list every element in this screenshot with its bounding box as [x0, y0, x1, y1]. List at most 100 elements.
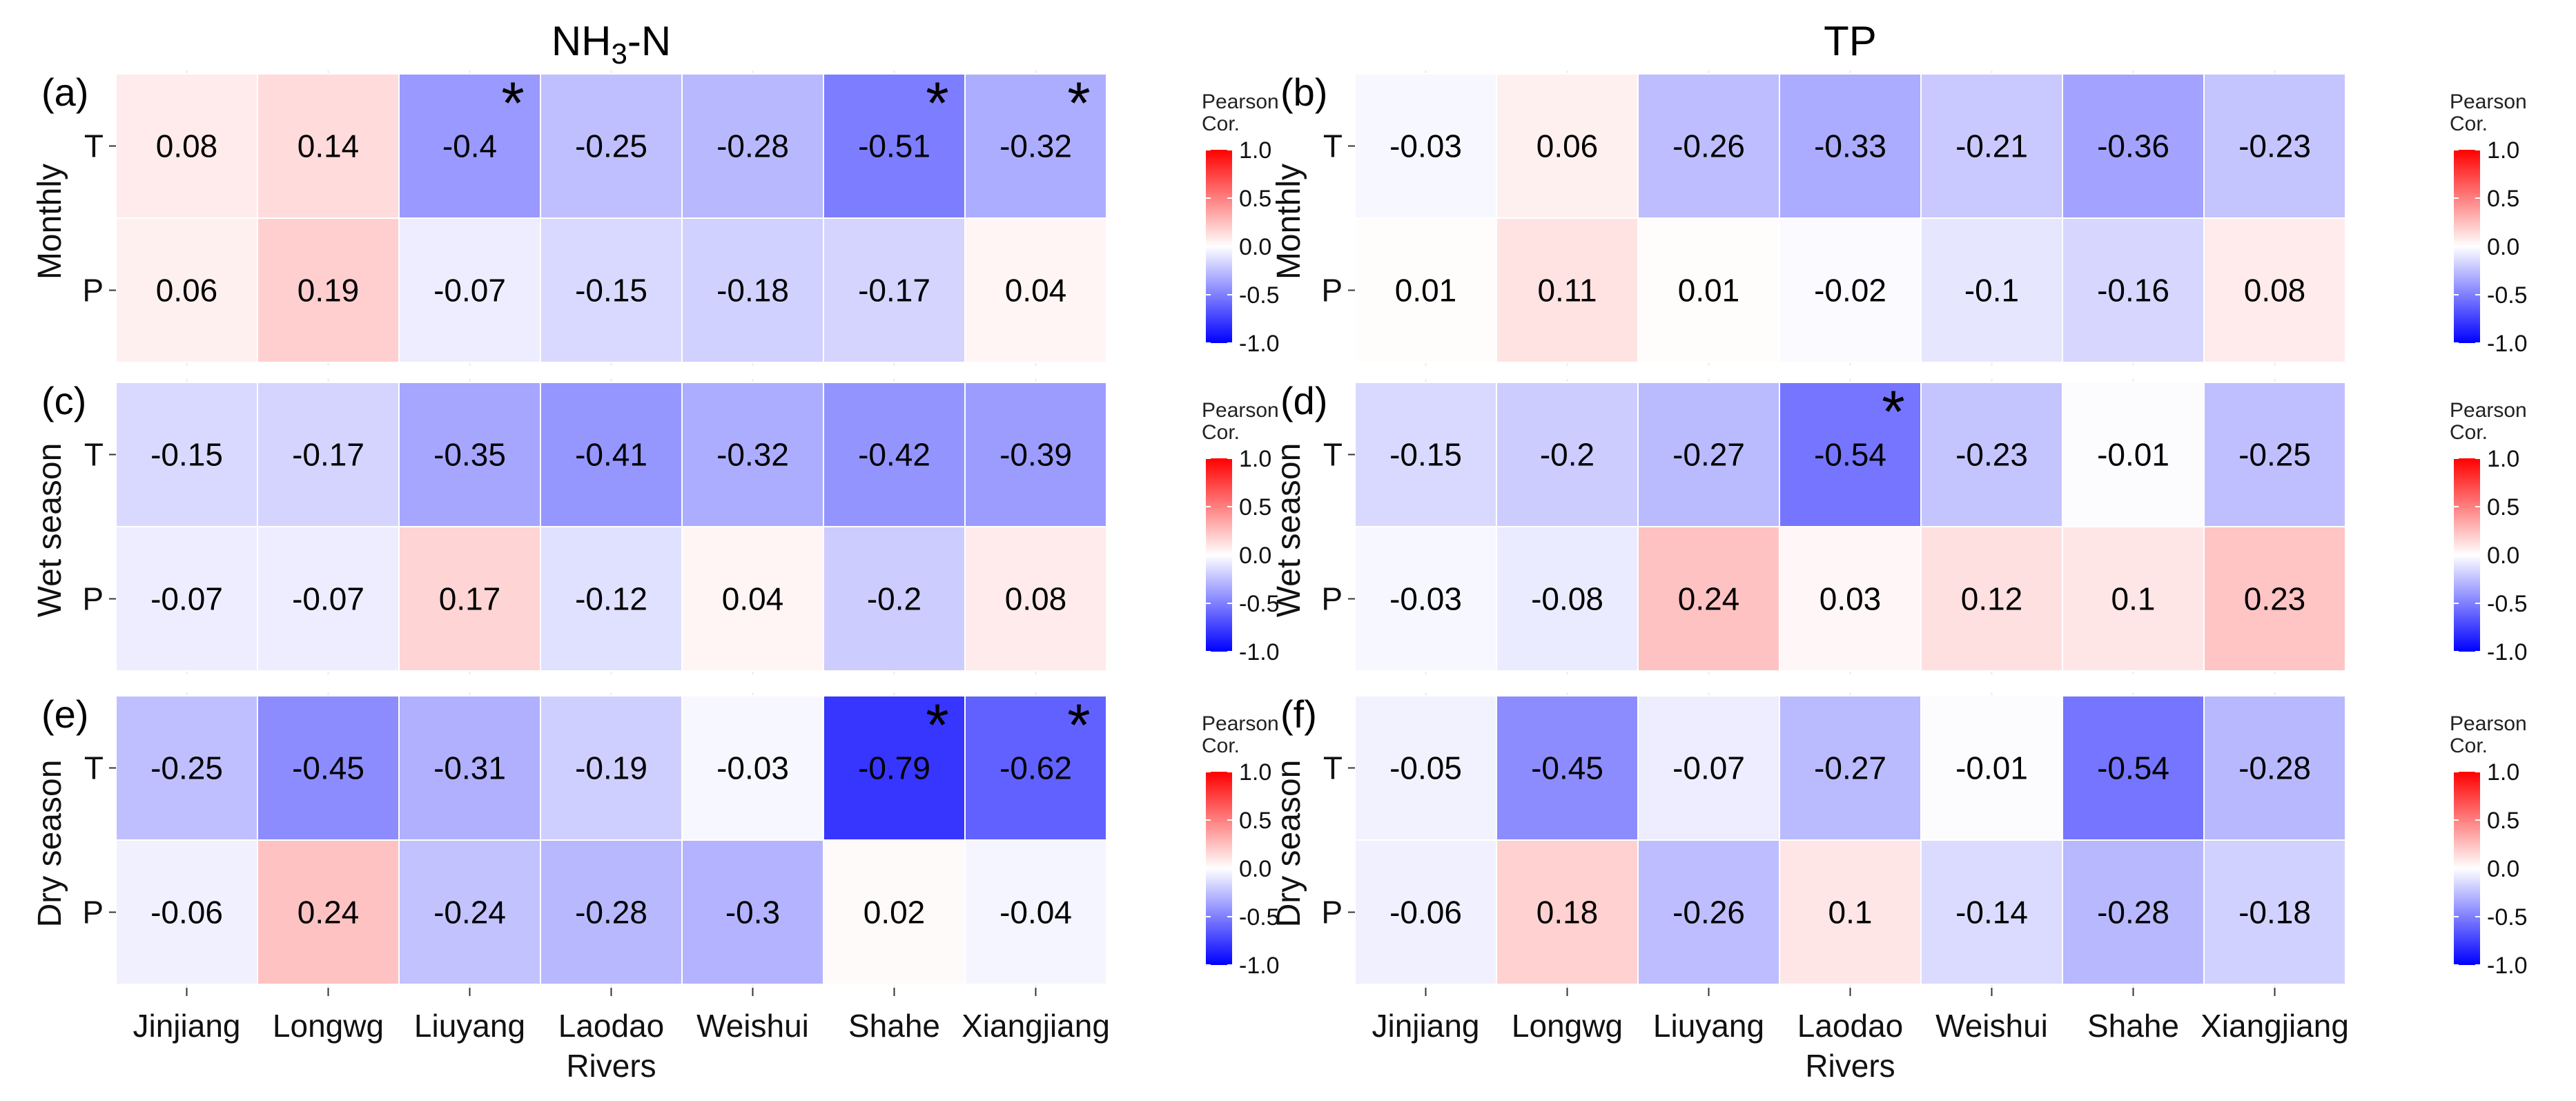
cell-value-label: 0.23 [2244, 581, 2306, 617]
row-tick-label: P [82, 273, 104, 309]
legend-title: Pearson [1202, 399, 1279, 422]
cell-value-label: -0.28 [575, 895, 647, 931]
legend-tick-label: 1.0 [1239, 137, 1271, 164]
legend-tick-label: -1.0 [2487, 953, 2528, 979]
heatmap-cell [1637, 526, 1780, 672]
row-tick-label: T [84, 437, 104, 473]
heatmap-cell [1496, 382, 1639, 527]
heatmap-cell [540, 382, 683, 527]
period-axis-label: Monthly [32, 164, 68, 280]
legend-tick-label: 0.5 [1239, 186, 1271, 212]
heatmap-cell [964, 382, 1107, 527]
x-tick-label: Jinjiang [133, 1008, 241, 1044]
heatmap-cell [823, 526, 966, 672]
legend-tick-label: -0.5 [2487, 904, 2528, 931]
legend-tick-label: 1.0 [1239, 446, 1271, 472]
cell-value-label: -0.1 [1964, 273, 2019, 309]
cell-value-label: -0.19 [575, 750, 647, 786]
cell-value-label: -0.02 [1814, 273, 1886, 309]
panel-letter: (c) [41, 379, 86, 422]
cell-value-label: -0.27 [1814, 750, 1886, 786]
heatmap-cell [1354, 73, 1497, 219]
cell-value-label: -0.54 [1814, 437, 1886, 473]
cell-value-label: -0.04 [999, 895, 1072, 931]
cell-value-label: 0.17 [439, 581, 501, 617]
cell-value-label: -0.08 [1531, 581, 1603, 617]
legend-tick-label: 0.5 [1239, 494, 1271, 520]
cell-value-label: 0.14 [297, 128, 360, 164]
legend-title: Pearson [2450, 712, 2527, 735]
heatmap-cell [1496, 839, 1639, 985]
cell-value-label: -0.25 [2238, 437, 2311, 473]
heatmap-cell [257, 839, 400, 985]
heatmap-cell [681, 695, 824, 841]
heatmap-cell [2062, 695, 2205, 841]
cell-value-label: -0.51 [858, 128, 930, 164]
cell-value-label: -0.54 [2097, 750, 2169, 786]
cell-value-label: 0.11 [1537, 273, 1597, 309]
heatmap-cell [964, 695, 1107, 841]
heatmap-cell [2062, 839, 2205, 985]
heatmap-cell [2203, 695, 2346, 841]
legend-title: Cor. [2450, 421, 2488, 444]
cell-value-label: -0.12 [575, 581, 647, 617]
legend-tick-label: -0.5 [2487, 591, 2528, 617]
heatmap-cell [1637, 217, 1780, 363]
cell-value-label: -0.79 [858, 750, 930, 786]
period-axis-label: Dry season [32, 760, 68, 928]
cell-value-label: -0.03 [1389, 128, 1462, 164]
legend-title: Cor. [2450, 113, 2488, 135]
heatmap-cell [1779, 526, 1922, 672]
significance-star: * [926, 692, 948, 759]
heatmap-cell [540, 839, 683, 985]
heatmap-cell [964, 839, 1107, 985]
heatmap-cell [2062, 526, 2205, 672]
cell-value-label: -0.15 [1389, 437, 1462, 473]
cell-value-label: -0.17 [292, 437, 364, 473]
legend-tick-label: 0.5 [2487, 494, 2519, 520]
heatmap-cell [2062, 73, 2205, 219]
cell-value-label: -0.2 [1540, 437, 1594, 473]
cell-value-label: -0.23 [1955, 437, 2028, 473]
legend-title: Pearson [1202, 90, 1279, 113]
heatmap-cell [398, 526, 541, 672]
cell-value-label: -0.35 [433, 437, 506, 473]
significance-star: * [1882, 379, 1904, 445]
legend-tick-label: 0.5 [2487, 186, 2519, 212]
cell-value-label: -0.28 [716, 128, 789, 164]
cell-value-label: -0.16 [2097, 273, 2169, 309]
cell-value-label: -0.07 [1672, 750, 1745, 786]
heatmap-cell [1354, 217, 1497, 363]
row-tick-label: P [1321, 273, 1343, 309]
heatmap-cell [1496, 73, 1639, 219]
legend-tick-label: 0.5 [1239, 808, 1271, 834]
heatmap-cell [2203, 526, 2346, 672]
heatmap-cell [398, 217, 541, 363]
x-tick-label: Xiangjiang [962, 1008, 1110, 1044]
cell-value-label: -0.01 [1955, 750, 2028, 786]
row-tick-label: T [1323, 750, 1343, 786]
heatmap-cell [964, 526, 1107, 672]
cell-value-label: -0.28 [2097, 895, 2169, 931]
heatmap-cell [2062, 217, 2205, 363]
panel-letter: (a) [41, 70, 88, 114]
heatmap-cell [115, 526, 258, 672]
cell-value-label: -0.26 [1672, 895, 1745, 931]
heatmap-cell [681, 839, 824, 985]
cell-value-label: -0.07 [292, 581, 364, 617]
heatmap-cell [540, 695, 683, 841]
legend-tick-label: 0.0 [2487, 234, 2519, 260]
heatmap-cell [1496, 526, 1639, 672]
cell-value-label: -0.39 [999, 437, 1072, 473]
legend-tick-label: -1.0 [2487, 331, 2528, 357]
x-tick-label: Liuyang [414, 1008, 525, 1044]
legend-title: Cor. [1202, 734, 1240, 757]
cell-value-label: 0.24 [297, 895, 360, 931]
cell-value-label: -0.32 [999, 128, 1072, 164]
cell-value-label: -0.03 [716, 750, 789, 786]
cell-value-label: -0.03 [1389, 581, 1462, 617]
cell-value-label: 0.1 [1828, 895, 1873, 931]
